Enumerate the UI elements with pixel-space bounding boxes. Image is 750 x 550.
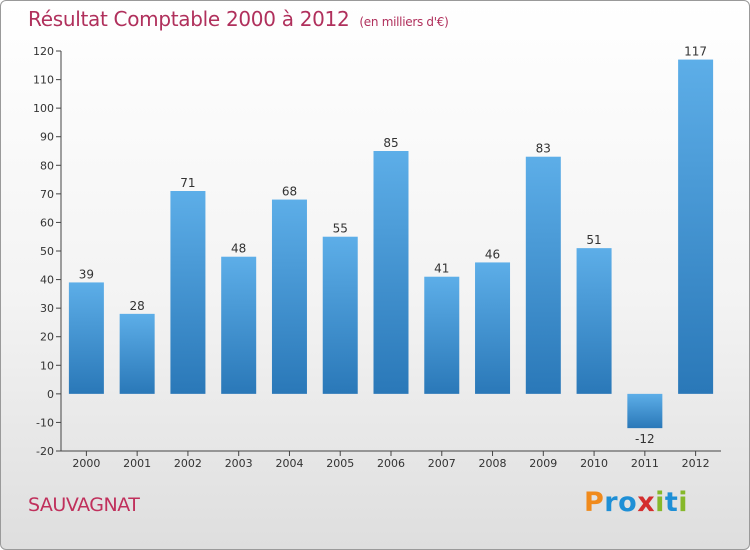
logo-letter: x [637,487,656,518]
data-label-2002: 71 [180,176,195,190]
y-tick-label: 40 [40,274,54,287]
logo-letter: i [678,487,689,518]
y-tick-label: 90 [40,131,54,144]
y-tick-label: -10 [36,416,54,429]
logo-letter: r [604,487,619,518]
bar-2001 [119,313,155,394]
x-tick-label-2009: 2009 [529,457,557,470]
y-tick-label: 20 [40,331,54,344]
bar-2012 [678,59,714,394]
y-tick-label: 10 [40,359,54,372]
x-tick-label-2004: 2004 [275,457,303,470]
bar-2006 [373,151,409,394]
data-label-2004: 68 [282,185,297,199]
proxiti-logo[interactable]: Proxiti [584,487,688,518]
data-label-2011: -12 [635,432,655,446]
logo-letter: i [655,487,665,518]
y-tick-label: 60 [40,216,54,229]
y-tick-label: 70 [40,188,54,201]
data-label-2008: 46 [485,247,500,261]
y-tick-label: 50 [40,245,54,258]
x-tick-label-2005: 2005 [326,457,354,470]
y-tick-label: -20 [36,445,54,458]
data-label-2012: 117 [684,45,707,59]
x-tick-label-2006: 2006 [377,457,405,470]
x-tick-label-2008: 2008 [479,457,507,470]
x-tick-label-2010: 2010 [580,457,608,470]
data-label-2001: 28 [130,299,145,313]
bar-2002 [170,191,206,394]
bar-2003 [221,256,257,394]
logo-letter: t [664,487,679,518]
data-label-2005: 55 [333,222,348,236]
data-label-2007: 41 [434,262,449,276]
y-tick-label: 100 [33,102,54,115]
x-tick-label-2000: 2000 [72,457,100,470]
data-label-2000: 39 [79,267,94,281]
y-tick-label: 120 [33,45,54,58]
bar-2000 [68,282,104,394]
y-tick-label: 80 [40,159,54,172]
bar-2010 [576,248,612,394]
x-tick-label-2001: 2001 [123,457,151,470]
logo-letter: o [618,487,638,518]
data-label-2009: 83 [536,142,551,156]
y-tick-label: 0 [47,388,54,401]
chart-title-text: Résultat Comptable 2000 à 2012 [28,7,350,31]
y-tick-label: 30 [40,302,54,315]
bar-2009 [525,156,561,394]
data-label-2003: 48 [231,242,246,256]
bar-2005 [322,236,358,394]
x-tick-label-2002: 2002 [174,457,202,470]
bar-2004 [271,199,307,394]
data-label-2006: 85 [383,136,398,150]
x-tick-label-2012: 2012 [682,457,710,470]
chart-subtitle: (en milliers d'€) [359,15,449,29]
y-tick-label: 110 [33,74,54,87]
bar-2007 [424,276,460,394]
x-tick-label-2011: 2011 [631,457,659,470]
town-name: SAUVAGNAT [28,494,140,516]
logo-letter: P [584,487,605,518]
bar-2011 [627,393,663,429]
bar-2008 [475,262,511,394]
chart-title: Résultat Comptable 2000 à 2012 (en millie… [28,7,449,31]
x-tick-label-2003: 2003 [225,457,253,470]
data-label-2010: 51 [586,233,601,247]
x-tick-label-2007: 2007 [428,457,456,470]
